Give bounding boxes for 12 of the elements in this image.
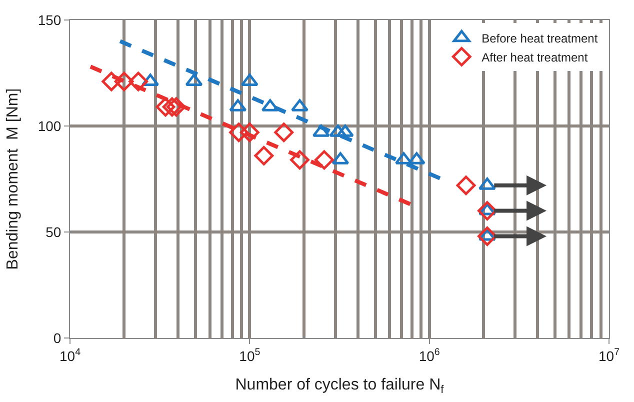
y-tick-label: 0 <box>53 330 62 346</box>
x-tick-label: 10$^{6}$ <box>418 346 440 364</box>
legend-label: After heat treatment <box>482 50 588 64</box>
x-tick-label: 10$^{4}$ <box>59 346 82 364</box>
y-axis-title: Bending moment M [Nm] <box>4 88 22 270</box>
x-tick-label: 10$^{7}$ <box>598 346 620 364</box>
y-tick-label: 50 <box>46 224 62 240</box>
x-axis-title: Number of cycles to failure N$_{f}$ <box>235 376 445 396</box>
y-tick-label: 100 <box>38 118 62 134</box>
legend-label: Before heat treatment <box>482 31 598 46</box>
x-tick-label: 10$^{5}$ <box>239 346 261 364</box>
y-tick-label: 150 <box>38 12 62 28</box>
